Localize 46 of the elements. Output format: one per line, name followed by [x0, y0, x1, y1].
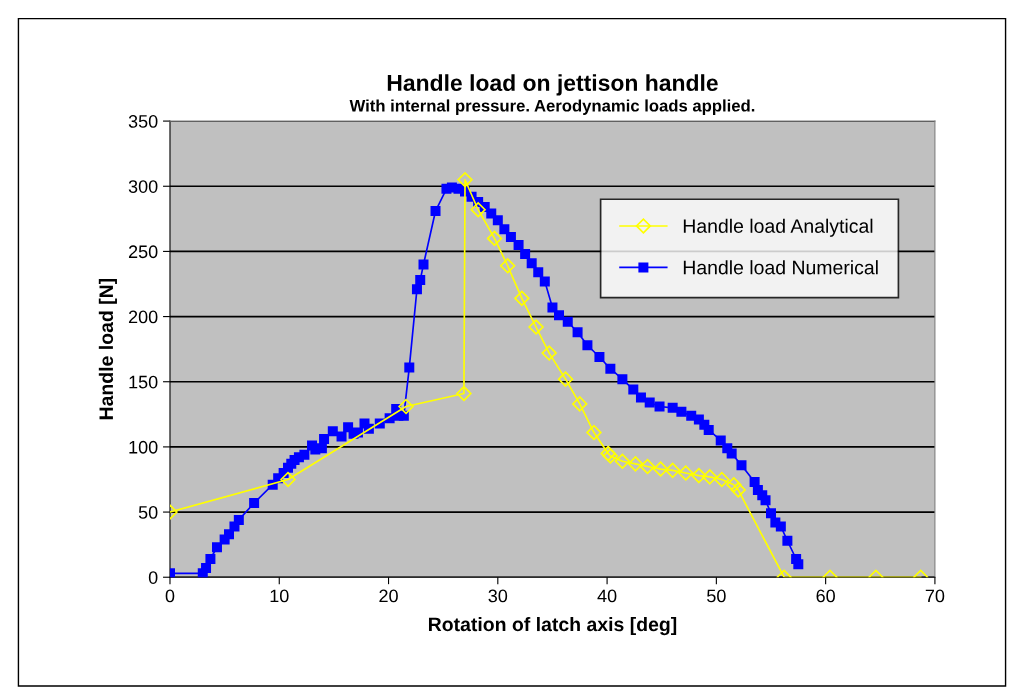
point [678, 465, 694, 481]
point [541, 345, 557, 361]
y-tick-label: 150 [129, 375, 158, 389]
point [627, 456, 644, 472]
point [586, 424, 602, 441]
y-tick-label: 250 [128, 245, 158, 259]
point [470, 202, 486, 218]
point [652, 461, 669, 477]
y-tick-label: 300 [128, 180, 158, 193]
point [398, 398, 414, 415]
point [457, 172, 473, 188]
chart-subtitle: With internal pressure. Aerodynamic loads applied. [349, 99, 755, 115]
x-tick-label: 20 [379, 589, 398, 603]
y-tick-label: 350 [128, 115, 158, 128]
point [664, 462, 681, 479]
x-tick-label: 70 [925, 589, 945, 603]
point [572, 396, 588, 412]
point [726, 476, 742, 493]
x-tick-label: 0 [165, 589, 175, 603]
y-tick-label: 200 [128, 310, 158, 324]
point [557, 371, 574, 387]
legend-label: Handle load Analytical [683, 218, 873, 237]
point [691, 467, 707, 484]
point [499, 258, 516, 274]
point [280, 471, 296, 488]
point [714, 471, 730, 488]
x-tick-label: 40 [597, 589, 617, 603]
y-axis-title: Handle load [N] [98, 278, 117, 420]
legend-label: Handle load Numerical [683, 260, 878, 275]
y-tick-label: 100 [129, 440, 158, 454]
point [702, 469, 718, 485]
x-tick-label: 10 [270, 589, 289, 603]
x-tick-label: 30 [488, 589, 508, 603]
x-tick-label: 50 [707, 589, 726, 603]
point [514, 290, 530, 307]
point [486, 230, 503, 247]
point [639, 458, 656, 475]
point [614, 453, 631, 469]
point [456, 385, 472, 402]
point [730, 482, 746, 498]
y-tick-label: 50 [138, 506, 158, 519]
point [528, 319, 544, 335]
y-tick-label: 0 [148, 571, 158, 584]
x-axis-title: Rotation of latch axis [deg] [428, 616, 677, 636]
x-tick-label: 60 [816, 589, 835, 603]
chart-title: Handle load on jettison handle [387, 74, 718, 96]
